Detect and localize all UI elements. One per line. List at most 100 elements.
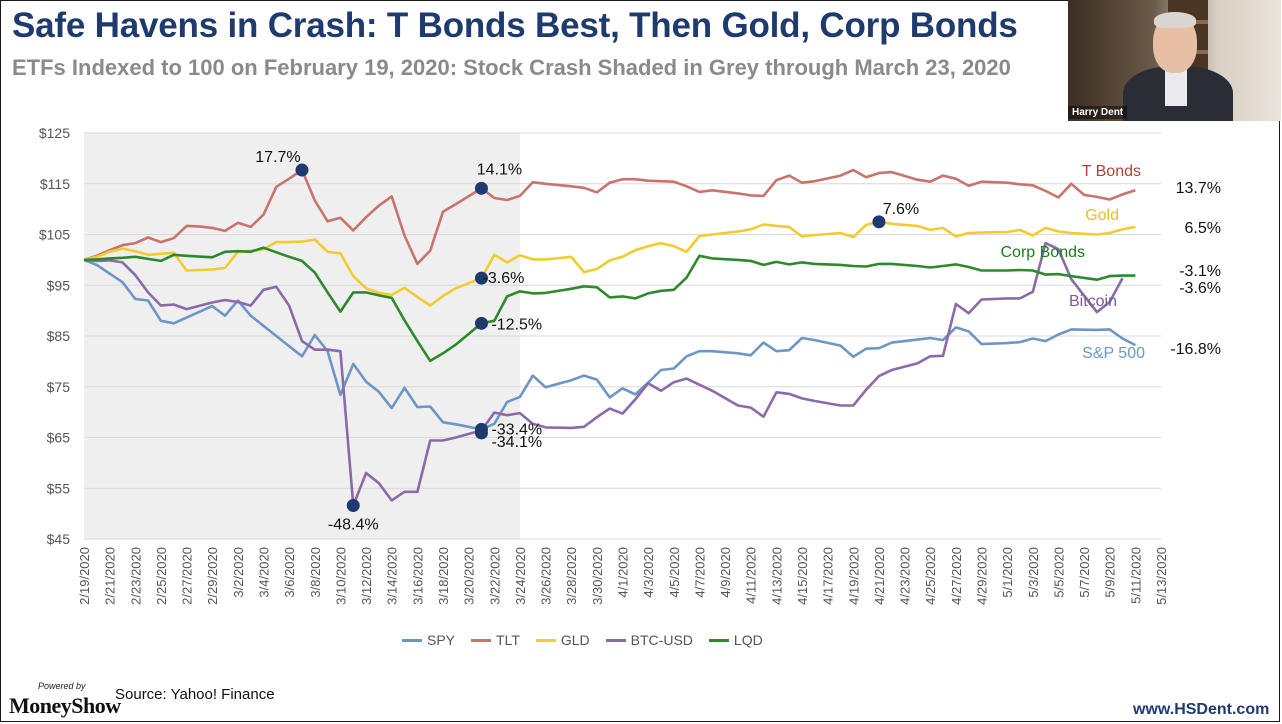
x-tick-label: 3/8/2020 [308,547,323,598]
presenter-video: Harry Dent [1068,0,1281,121]
x-tick-label: 2/19/2020 [77,547,92,605]
legend-label: TLT [496,632,520,648]
x-tick-label: 4/23/2020 [898,547,913,605]
x-tick-label: 3/20/2020 [462,547,477,605]
y-tick-label: $105 [39,227,70,243]
x-tick-label: 3/16/2020 [410,547,425,605]
series-end-value: -3.6% [1179,280,1221,297]
series-end-value: -16.8% [1170,341,1221,358]
annotation-dot [872,215,886,229]
legend-swatch [471,638,492,642]
x-tick-label: 3/2/2020 [231,547,246,598]
x-tick-label: 4/9/2020 [718,547,733,598]
presenter-hair [1154,12,1196,28]
x-tick-label: 3/24/2020 [513,547,528,605]
x-tick-label: 4/21/2020 [872,547,887,605]
series-end-value: 6.5% [1185,220,1221,237]
source-note: Source: Yahoo! Finance [115,686,275,703]
legend-item: BTC-USD [605,632,693,648]
x-tick-label: 3/26/2020 [539,547,554,605]
series-line-lqd [83,246,1136,363]
y-tick-label: $95 [47,277,71,293]
x-tick-label: 3/28/2020 [564,547,579,605]
x-tick-label: 2/21/2020 [103,547,118,605]
annotation-dot [474,181,488,195]
series-name-label: T Bonds [1082,163,1141,180]
y-tick-label: $65 [47,430,71,446]
x-tick-label: 5/1/2020 [1000,547,1015,598]
presenter-name: Harry Dent [1068,106,1128,119]
annotation-label: -3.6% [483,270,525,287]
x-tick-label: 5/9/2020 [1103,547,1118,598]
y-tick-label: $55 [47,480,71,496]
x-tick-label: 4/17/2020 [821,547,836,605]
x-tick-label: 3/14/2020 [385,547,400,605]
y-tick-label: $75 [47,379,71,395]
x-tick-label: 4/25/2020 [923,547,938,605]
x-tick-label: 4/1/2020 [616,547,631,598]
series-line-spy [83,258,1136,431]
y-tick-label: $125 [39,125,70,141]
x-tick-label: 5/11/2020 [1128,547,1143,604]
x-tick-label: 4/13/2020 [769,547,784,605]
legend-swatch [402,638,422,642]
series-line-tlt [83,168,1136,266]
annotation-dot [295,163,309,177]
chart-subtitle: ETFs Indexed to 100 on February 19, 2020… [12,55,1011,80]
x-tick-label: 4/15/2020 [795,547,810,605]
presenter-shirt [1165,66,1187,106]
series-line-btc-usd [83,241,1124,507]
legend-item: LQD [708,632,763,648]
x-tick-label: 5/5/2020 [1051,547,1066,598]
series-name-label: S&P 500 [1082,345,1145,362]
x-tick-label: 4/19/2020 [846,547,861,605]
x-tick-label: 4/3/2020 [641,547,656,598]
legend-swatch [708,638,729,642]
annotation-label: 17.7% [255,149,300,166]
x-tick-label: 3/10/2020 [333,547,348,605]
chart-legend: SPY TLT GLD BTC-USD LQD [402,632,763,648]
annotation-label: 14.1% [477,161,522,178]
x-tick-label: 5/3/2020 [1026,547,1041,598]
x-tick-label: 3/4/2020 [257,547,272,598]
annotation-dot [346,499,360,513]
x-tick-label: 4/29/2020 [975,547,990,605]
moneyshow-logo: MoneyShow [9,693,121,718]
x-tick-label: 4/7/2020 [692,547,707,598]
series-end-value: -3.1% [1179,263,1221,280]
x-tick-label: 4/5/2020 [667,547,682,598]
x-tick-label: 3/12/2020 [359,547,374,605]
series-name-label: Bitcoin [1069,293,1117,310]
x-tick-label: 5/7/2020 [1077,547,1092,598]
legend-item: GLD [535,632,590,648]
legend-label: GLD [560,632,590,648]
legend-label: SPY [427,632,456,648]
chart-title: Safe Havens in Crash: T Bonds Best, Then… [12,6,1018,45]
x-tick-label: 2/29/2020 [205,547,220,605]
x-tick-label: 3/22/2020 [487,547,502,605]
legend-item: TLT [471,632,520,648]
website-url: www.HSDent.com [1133,701,1270,718]
y-tick-label: $85 [47,328,71,344]
annotation-label: 7.6% [883,201,919,218]
series-end-value: 13.7% [1176,180,1221,197]
series-name-label: Corp Bonds [1001,244,1086,261]
legend-swatch [535,638,556,642]
x-tick-label: 2/25/2020 [154,547,169,605]
legend-swatch [605,638,626,642]
annotation-label: -34.1% [491,434,542,451]
legend-label: LQD [733,632,763,648]
y-tick-label: $115 [40,176,70,192]
powered-by-label: Powered by [38,681,86,691]
x-tick-label: 5/13/2020 [1154,547,1169,605]
annotation-label: -12.5% [491,316,542,333]
annotation-label: -33.4% [491,421,542,438]
legend-item: SPY [402,632,455,648]
x-tick-label: 4/27/2020 [949,547,964,605]
annotation-dot [474,316,488,330]
x-tick-label: 2/27/2020 [180,547,195,605]
annotation-dot [474,271,488,285]
x-tick-label: 3/30/2020 [590,547,605,605]
